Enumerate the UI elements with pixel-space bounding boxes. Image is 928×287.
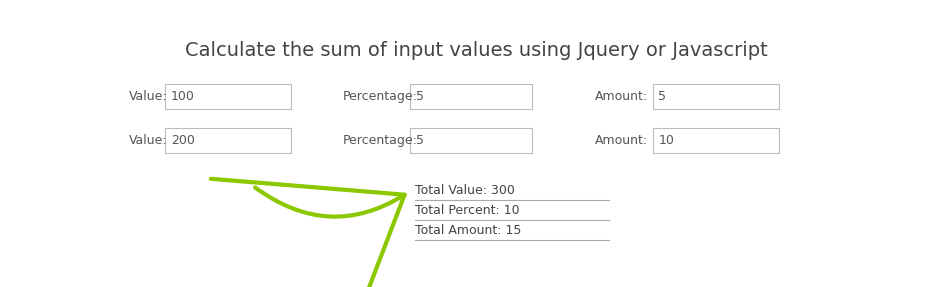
FancyBboxPatch shape [651, 84, 778, 109]
FancyBboxPatch shape [165, 128, 290, 153]
Text: 5: 5 [658, 90, 665, 103]
FancyBboxPatch shape [409, 84, 532, 109]
Text: 5: 5 [415, 90, 423, 103]
Text: 100: 100 [171, 90, 195, 103]
FancyBboxPatch shape [651, 128, 778, 153]
FancyBboxPatch shape [165, 84, 290, 109]
Text: Amount:: Amount: [594, 134, 648, 147]
FancyBboxPatch shape [409, 128, 532, 153]
Text: 5: 5 [415, 134, 423, 147]
Text: Total Amount: 15: Total Amount: 15 [415, 224, 521, 236]
Text: Value:: Value: [129, 90, 168, 103]
Text: Calculate the sum of input values using Jquery or Javascript: Calculate the sum of input values using … [185, 41, 767, 60]
Text: Value:: Value: [129, 134, 168, 147]
Text: 10: 10 [658, 134, 674, 147]
Text: Percentage:: Percentage: [342, 134, 418, 147]
Text: Total Percent: 10: Total Percent: 10 [415, 204, 519, 217]
Text: Total Value: 300: Total Value: 300 [415, 184, 514, 197]
FancyArrowPatch shape [211, 179, 405, 287]
Text: Amount:: Amount: [594, 90, 648, 103]
Text: 200: 200 [171, 134, 195, 147]
Text: Percentage:: Percentage: [342, 90, 418, 103]
